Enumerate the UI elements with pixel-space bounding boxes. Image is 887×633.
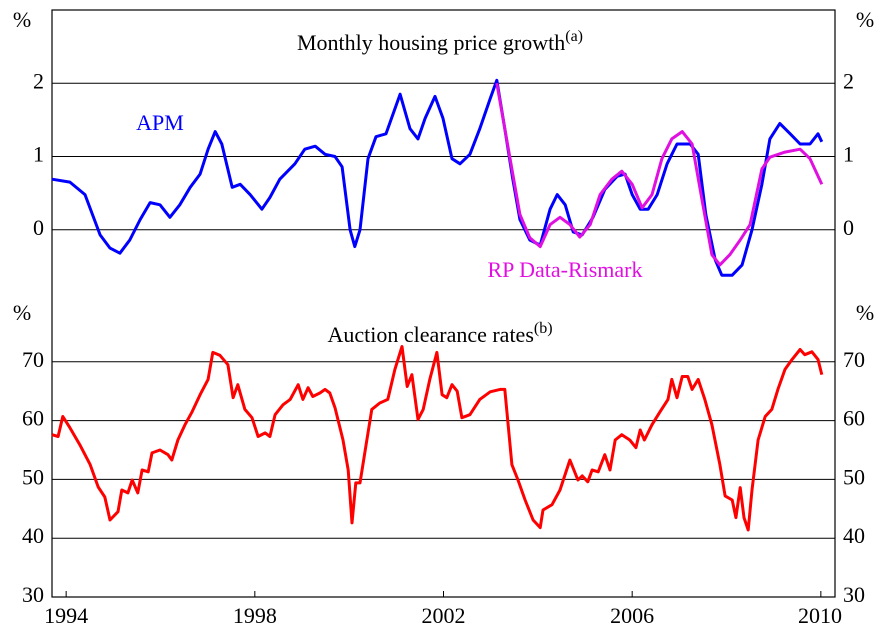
panel-title: Auction clearance rates(b) [327,320,552,347]
y2-tick-label: 30 [843,582,865,607]
y-tick-label: 30 [22,582,44,607]
y-tick-label: 70 [22,347,44,372]
series-line [51,345,824,532]
y2-tick-label: 50 [843,464,865,489]
y-tick-label: 1 [33,142,44,167]
series-label: RP Data-Rismark [488,257,643,282]
title-note: (a) [565,28,583,45]
x-tick-label: 2010 [798,603,842,628]
panel-title: Monthly housing price growth(a) [297,28,583,55]
series-line [495,83,824,267]
y-unit: % [13,300,31,325]
x-tick-label: 1994 [44,603,88,628]
y-tick-label: 40 [22,523,44,548]
y-tick-label: 60 [22,406,44,431]
y2-unit: % [856,300,874,325]
y2-unit: % [856,7,874,32]
y-tick-label: 50 [22,464,44,489]
y-tick-label: 2 [33,68,44,93]
series-label: APM [136,110,184,135]
y2-tick-label: 60 [843,406,865,431]
y2-tick-label: 70 [843,347,865,372]
x-tick-label: 2006 [610,603,654,628]
x-tick-label: 1998 [233,603,277,628]
y-tick-label: 0 [33,215,44,240]
x-tick-label: 2002 [422,603,466,628]
plot-frame [51,9,836,598]
title-text: Auction clearance rates [327,322,533,347]
series-line [51,78,824,277]
y2-tick-label: 0 [843,215,854,240]
y2-tick-label: 40 [843,523,865,548]
y-unit: % [13,7,31,32]
y2-tick-label: 2 [843,68,854,93]
y2-tick-label: 1 [843,142,854,167]
title-note: (b) [534,320,553,337]
title-text: Monthly housing price growth [297,30,565,55]
